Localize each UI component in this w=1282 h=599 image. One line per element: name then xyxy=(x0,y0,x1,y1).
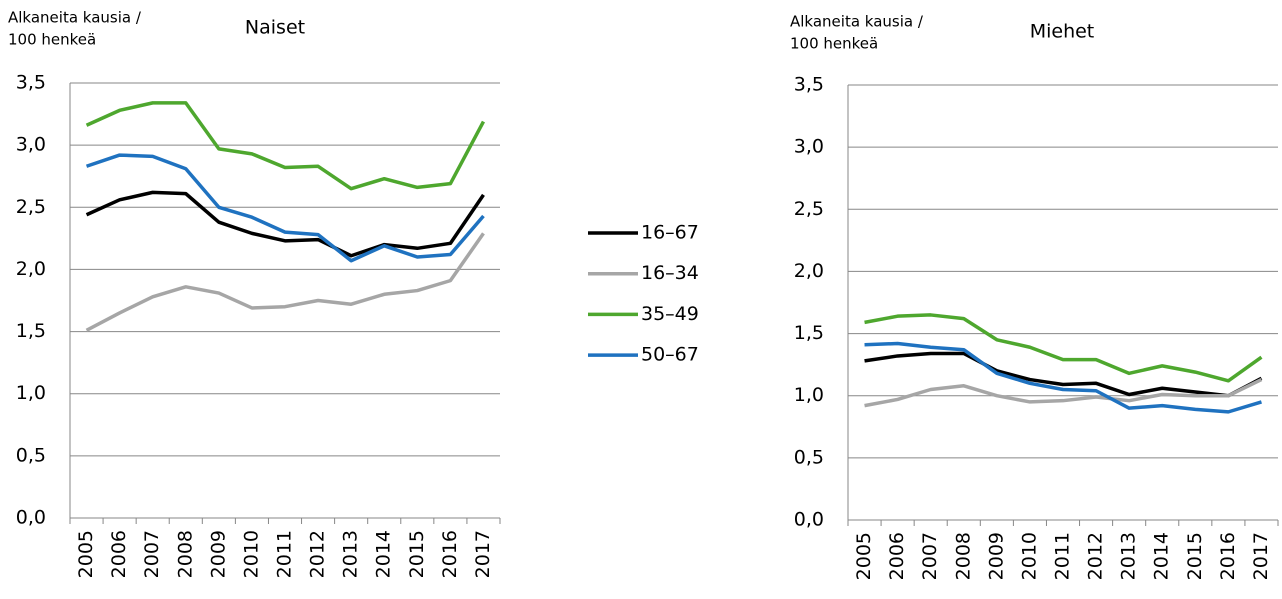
legend-label: 16–34 xyxy=(641,262,699,284)
legend-label: 16–67 xyxy=(641,222,699,244)
x-tick-label: 2016 xyxy=(1217,532,1239,580)
y-tick-label: 3,5 xyxy=(794,74,824,96)
y-tick-label: 2,5 xyxy=(16,196,46,218)
x-tick-label: 2006 xyxy=(108,530,130,578)
x-tick-label: 2012 xyxy=(1085,532,1107,580)
x-tick-label: 2015 xyxy=(406,530,428,578)
x-tick-label: 2011 xyxy=(274,530,296,578)
series-line xyxy=(864,351,1263,398)
x-tick-label: 2013 xyxy=(340,530,362,578)
x-tick-label: 2009 xyxy=(985,532,1007,580)
series-line xyxy=(864,377,1263,408)
x-tick-label: 2015 xyxy=(1184,532,1206,580)
y-tick-label: 0,5 xyxy=(16,444,46,466)
chart-title: Miehet xyxy=(1030,21,1095,43)
y-tick-label: 2,0 xyxy=(794,260,824,282)
x-tick-label: 2017 xyxy=(472,530,494,578)
x-tick-label: 2017 xyxy=(1250,532,1272,580)
x-tick-label: 2007 xyxy=(141,530,163,578)
series-line xyxy=(864,313,1263,383)
y-tick-label: 3,0 xyxy=(16,134,46,156)
y-tick-label: 3,5 xyxy=(16,72,46,94)
y-tick-label: 0,5 xyxy=(794,446,824,468)
x-tick-label: 2008 xyxy=(952,532,974,580)
y-tick-label: 2,0 xyxy=(16,258,46,280)
x-tick-label: 2006 xyxy=(886,532,908,580)
y-axis-label: 100 henkeä xyxy=(790,35,878,53)
x-tick-label: 2007 xyxy=(919,532,941,580)
x-tick-label: 2013 xyxy=(1118,532,1140,580)
x-tick-label: 2005 xyxy=(75,530,97,578)
series-line xyxy=(85,153,485,263)
x-tick-label: 2011 xyxy=(1052,532,1074,580)
y-axis-label: 100 henkeä xyxy=(8,31,96,49)
y-tick-label: 1,0 xyxy=(794,384,824,406)
x-tick-label: 2014 xyxy=(1151,532,1173,580)
y-tick-label: 1,0 xyxy=(16,382,46,404)
x-tick-label: 2005 xyxy=(853,532,875,580)
y-tick-label: 2,5 xyxy=(794,198,824,220)
x-tick-label: 2012 xyxy=(307,530,329,578)
series-line xyxy=(864,341,1262,414)
chart-title: Naiset xyxy=(245,17,305,39)
x-tick-label: 2009 xyxy=(207,530,229,578)
legend-label: 35–49 xyxy=(641,303,699,325)
y-tick-label: 0,0 xyxy=(794,509,824,531)
y-tick-label: 0,0 xyxy=(16,507,46,529)
x-tick-label: 2010 xyxy=(240,530,262,578)
x-tick-label: 2016 xyxy=(439,530,461,578)
y-tick-label: 1,5 xyxy=(16,320,46,342)
y-tick-label: 1,5 xyxy=(794,322,824,344)
legend-label: 50–67 xyxy=(641,344,699,366)
series-line xyxy=(85,101,486,191)
y-tick-label: 3,0 xyxy=(794,136,824,158)
x-tick-label: 2008 xyxy=(174,530,196,578)
x-tick-label: 2010 xyxy=(1018,532,1040,580)
series-line xyxy=(85,190,485,258)
series-line xyxy=(85,232,485,332)
x-tick-label: 2014 xyxy=(373,530,395,578)
y-axis-label: Alkaneita kausia / xyxy=(790,13,924,31)
y-axis-label: Alkaneita kausia / xyxy=(8,9,142,27)
